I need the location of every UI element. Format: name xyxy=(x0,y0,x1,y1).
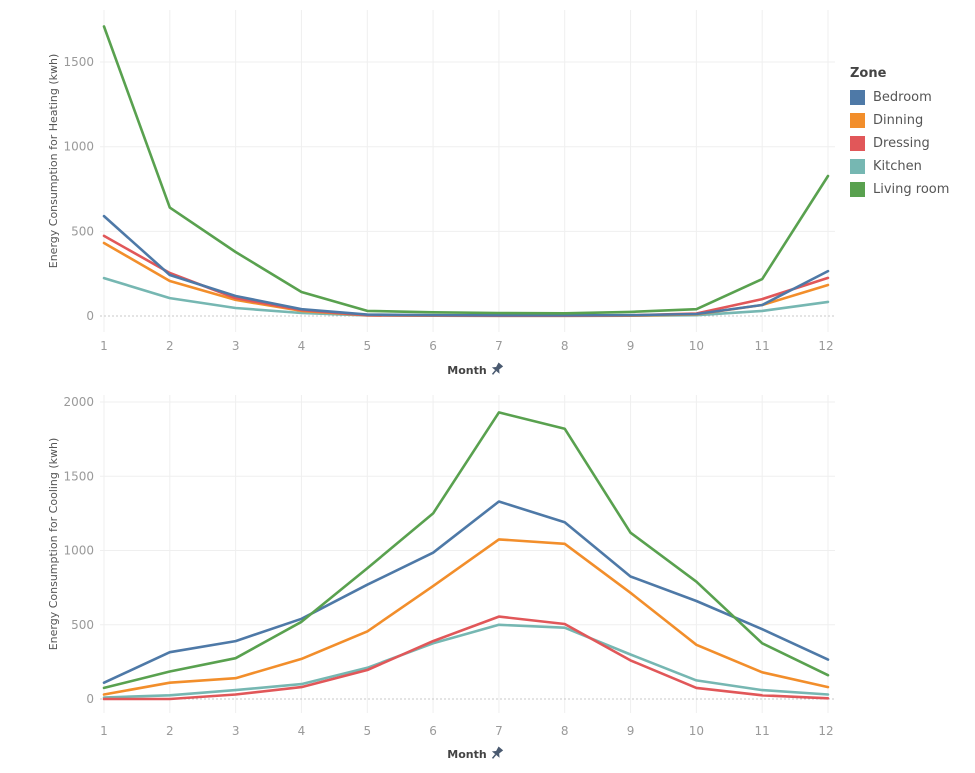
pin-icon[interactable] xyxy=(489,361,505,377)
heating-x-tick-label: 7 xyxy=(495,339,503,353)
heating-y-tick-label: 1500 xyxy=(63,55,94,69)
cooling-y-tick-label: 500 xyxy=(71,618,94,632)
heating-x-tick-label: 8 xyxy=(561,339,569,353)
heating-x-tick-label: 12 xyxy=(818,339,833,353)
legend-item-dressing[interactable]: Dressing xyxy=(850,132,949,155)
cooling-line-living-room[interactable] xyxy=(102,411,830,690)
legend-label: Living room xyxy=(873,182,950,197)
legend-label: Dinning xyxy=(873,113,924,128)
heating-x-tick-label: 6 xyxy=(429,339,437,353)
cooling-x-tick-label: 7 xyxy=(495,724,503,738)
heating-x-tick-label: 1 xyxy=(100,339,108,353)
heating-x-tick-label: 11 xyxy=(755,339,770,353)
cooling-x-tick-label: 9 xyxy=(627,724,635,738)
legend-title: Zone xyxy=(850,66,887,81)
cooling-line-bedroom[interactable] xyxy=(102,500,830,685)
cooling-x-tick-label: 2 xyxy=(166,724,174,738)
legend-swatch xyxy=(850,136,865,151)
cooling-line-kitchen[interactable] xyxy=(102,623,830,699)
cooling-x-tick-label: 10 xyxy=(689,724,704,738)
heating-x-tick-label: 10 xyxy=(689,339,704,353)
cooling-x-tick-label: 8 xyxy=(561,724,569,738)
heating-y-tick-label: 0 xyxy=(86,309,94,323)
heating-x-tick-label: 4 xyxy=(298,339,306,353)
legend-swatch xyxy=(850,182,865,197)
cooling-x-tick-label: 11 xyxy=(755,724,770,738)
pin-icon[interactable] xyxy=(489,745,505,761)
legend-item-dinning[interactable]: Dinning xyxy=(850,109,949,132)
cooling-x-axis-title: Month xyxy=(447,748,486,761)
heating-line-living-room[interactable] xyxy=(102,25,830,315)
heating-y-tick-label: 1000 xyxy=(63,140,94,154)
cooling-y-tick-label: 2000 xyxy=(63,395,94,409)
cooling-x-tick-label: 1 xyxy=(100,724,108,738)
cooling-x-tick-label: 12 xyxy=(818,724,833,738)
cooling-x-tick-label: 3 xyxy=(232,724,240,738)
heating-x-tick-label: 3 xyxy=(232,339,240,353)
heating-line-bedroom[interactable] xyxy=(102,214,830,317)
legend-label: Bedroom xyxy=(873,90,932,105)
cooling-y-tick-label: 1500 xyxy=(63,469,94,483)
legend-label: Dressing xyxy=(873,136,930,151)
heating-x-tick-label: 9 xyxy=(627,339,635,353)
legend-swatch xyxy=(850,159,865,174)
heating-x-axis-title: Month xyxy=(447,364,486,377)
legend-item-kitchen[interactable]: Kitchen xyxy=(850,155,949,178)
cooling-x-tick-label: 6 xyxy=(429,724,437,738)
heating-x-tick-label: 5 xyxy=(363,339,371,353)
cooling-y-tick-label: 1000 xyxy=(63,544,94,558)
legend-label: Kitchen xyxy=(873,159,922,174)
cooling-line-dressing[interactable] xyxy=(102,615,830,701)
legend-item-living-room[interactable]: Living room xyxy=(850,178,949,201)
legend: Zone Bedroom Dinning Dressing Kitchen Li… xyxy=(850,66,949,201)
legend-swatch xyxy=(850,90,865,105)
cooling-line-dinning[interactable] xyxy=(102,538,830,696)
legend-item-bedroom[interactable]: Bedroom xyxy=(850,86,949,109)
heating-x-tick-label: 2 xyxy=(166,339,174,353)
heating-y-axis-title: Energy Consumption for Heating (kwh) xyxy=(47,54,60,269)
legend-swatch xyxy=(850,113,865,128)
cooling-x-tick-label: 4 xyxy=(298,724,306,738)
heating-y-tick-label: 500 xyxy=(71,224,94,238)
cooling-x-tick-label: 5 xyxy=(363,724,371,738)
cooling-y-tick-label: 0 xyxy=(86,692,94,706)
cooling-y-axis-title: Energy Consumption for Cooling (kwh) xyxy=(47,438,60,651)
